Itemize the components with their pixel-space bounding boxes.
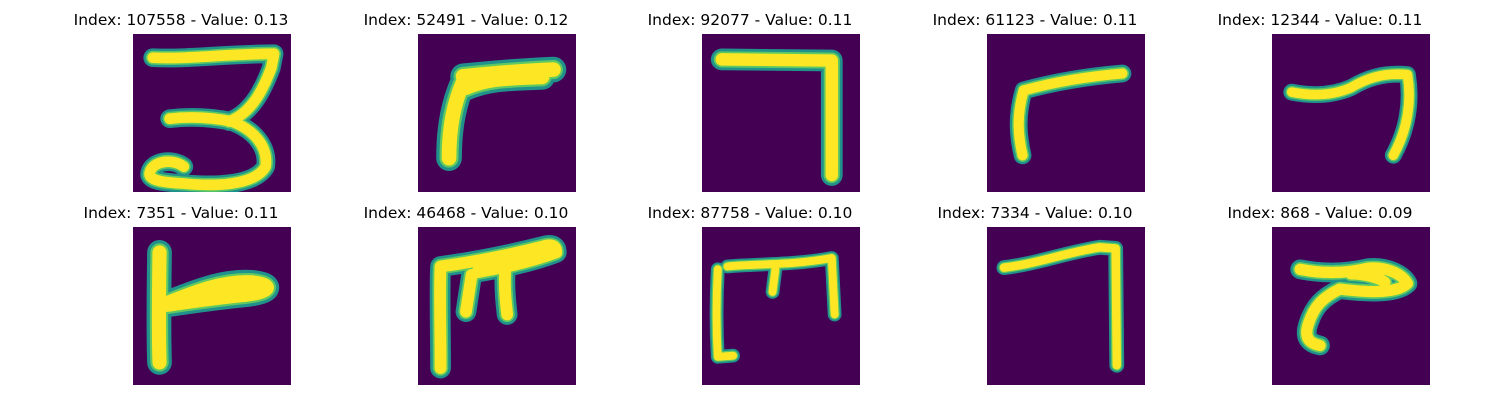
panel-title: Index: 92077 - Value: 0.11	[647, 11, 853, 29]
panel-title: Index: 868 - Value: 0.09	[1227, 204, 1413, 222]
panel-5: Index: 12344 - Value: 0.11	[1170, 0, 1470, 192]
glyph-stroke	[712, 254, 839, 361]
glyph-stroke	[999, 243, 1122, 370]
panel-8: Index: 87758 - Value: 0.10	[600, 193, 900, 385]
panel-title: Index: 7334 - Value: 0.10	[937, 204, 1133, 222]
glyph-stroke	[434, 239, 563, 374]
handwritten-glyph-image	[133, 34, 291, 192]
panel-title: Index: 52491 - Value: 0.12	[363, 11, 569, 29]
glyph-stroke	[441, 62, 561, 166]
handwritten-glyph-image	[133, 227, 291, 385]
handwritten-glyph-image	[418, 227, 576, 385]
panel-7: Index: 46468 - Value: 0.10	[316, 193, 616, 385]
handwritten-glyph-image	[418, 34, 576, 192]
handwritten-glyph-image	[702, 34, 860, 192]
panel-title: Index: 7351 - Value: 0.11	[83, 204, 279, 222]
panel-title: Index: 46468 - Value: 0.10	[363, 204, 569, 222]
panel-title: Index: 107558 - Value: 0.13	[73, 11, 289, 29]
glyph-stroke	[151, 245, 274, 370]
panel-4: Index: 61123 - Value: 0.11	[885, 0, 1185, 192]
glyph-stroke	[1013, 68, 1128, 161]
glyph-stroke	[1286, 69, 1414, 161]
glyph-stroke	[1294, 262, 1414, 352]
panel-title: Index: 12344 - Value: 0.11	[1217, 11, 1423, 29]
panel-title: Index: 61123 - Value: 0.11	[932, 11, 1138, 29]
panel-title: Index: 87758 - Value: 0.10	[647, 204, 853, 222]
handwritten-glyph-image	[702, 227, 860, 385]
panel-6: Index: 7351 - Value: 0.11	[31, 193, 331, 385]
panel-1: Index: 107558 - Value: 0.13	[31, 0, 331, 192]
panel-3: Index: 92077 - Value: 0.11	[600, 0, 900, 192]
glyph-stroke	[715, 53, 838, 182]
panel-10: Index: 868 - Value: 0.09	[1170, 193, 1470, 385]
handwritten-glyph-image	[987, 34, 1145, 192]
handwritten-glyph-image	[1272, 227, 1430, 385]
handwritten-glyph-image	[1272, 34, 1430, 192]
panel-9: Index: 7334 - Value: 0.10	[885, 193, 1185, 385]
glyph-stroke	[144, 48, 280, 191]
handwritten-glyph-image	[987, 227, 1145, 385]
panel-2: Index: 52491 - Value: 0.12	[316, 0, 616, 192]
